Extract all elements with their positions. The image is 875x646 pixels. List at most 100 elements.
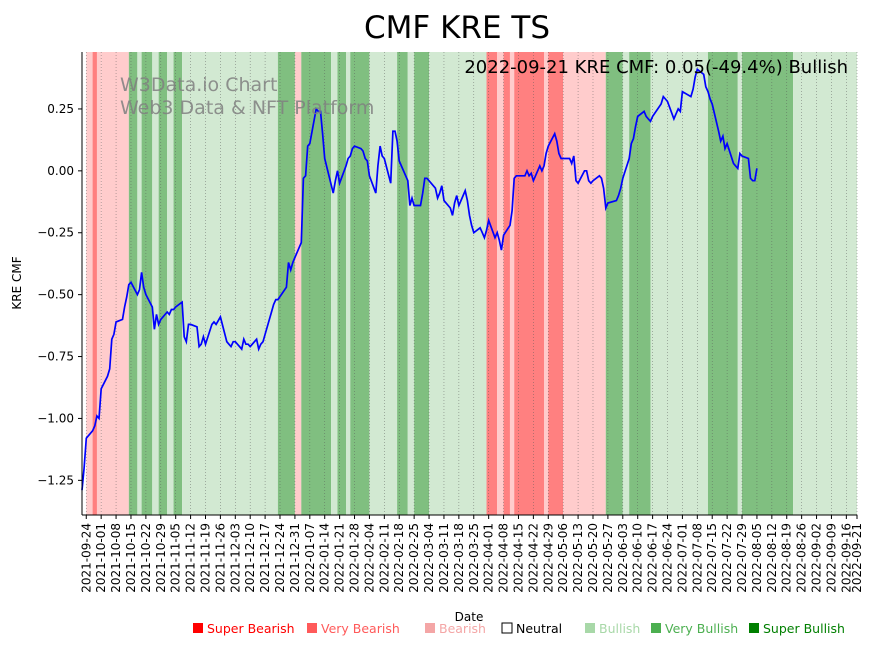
legend-label: Neutral <box>516 621 562 636</box>
x-tick-label: 2022-07-29 <box>735 523 749 593</box>
legend-swatch <box>501 622 513 634</box>
legend-label: Super Bullish <box>763 621 845 636</box>
x-tick-label: 2022-06-24 <box>661 523 675 593</box>
band-bullish <box>182 52 278 515</box>
band-bullish <box>737 52 743 515</box>
x-tick-label: 2022-02-18 <box>392 523 406 593</box>
band-very-bullish <box>414 52 430 515</box>
x-tick-label: 2021-12-03 <box>228 523 242 593</box>
y-axis-label: KRE CMF <box>10 256 24 309</box>
x-tick-label: 2022-01-28 <box>348 523 362 593</box>
band-very-bearish <box>503 52 510 515</box>
x-tick-label: 2022-04-01 <box>482 523 496 593</box>
band-bearish <box>563 52 606 515</box>
x-tick-label: 2022-09-16 <box>839 523 853 593</box>
x-tick-label: 2022-04-08 <box>497 523 511 593</box>
band-very-bullish <box>141 52 153 515</box>
x-tick-label: 2022-08-12 <box>765 523 779 593</box>
legend-swatch <box>425 623 435 633</box>
band-very-bullish <box>173 52 183 515</box>
band-very-bullish <box>397 52 408 515</box>
legend-label: Bullish <box>599 621 640 636</box>
x-tick-label: 2022-08-26 <box>795 523 809 593</box>
band-very-bullish <box>337 52 347 515</box>
band-very-bullish <box>158 52 168 515</box>
band-bullish <box>650 52 708 515</box>
x-tick-label: 2022-05-27 <box>601 523 615 593</box>
band-very-bullish <box>707 52 738 515</box>
x-tick-label: 2022-07-15 <box>705 523 719 593</box>
band-bullish <box>331 52 338 515</box>
x-tick-label: 2021-10-01 <box>94 523 108 593</box>
x-tick-label: 2022-04-22 <box>526 523 540 593</box>
x-tick-label: 2022-03-04 <box>422 523 436 593</box>
band-very-bullish <box>742 52 794 515</box>
x-tick-label: 2021-11-12 <box>184 523 198 593</box>
x-tick-label: 2022-06-03 <box>616 523 630 593</box>
x-tick-label: 2022-02-04 <box>362 523 376 593</box>
x-tick-label: 2022-04-15 <box>511 523 525 593</box>
legend-label: Very Bullish <box>665 621 738 636</box>
y-tick-label: −1.00 <box>37 411 74 425</box>
y-tick-label: −1.25 <box>37 473 74 487</box>
band-very-bullish <box>605 52 623 515</box>
vertical-gridlines <box>85 52 858 515</box>
x-tick-label: 2021-10-08 <box>109 523 123 593</box>
cmf-line <box>81 67 758 491</box>
x-tick-label: 2021-10-22 <box>139 523 153 593</box>
x-tick-label: 2021-11-05 <box>169 523 183 593</box>
x-tick-label: 2022-05-06 <box>556 523 570 593</box>
band-very-bearish <box>514 52 545 515</box>
legend-swatch <box>585 623 595 633</box>
x-tick-label: 2022-08-05 <box>750 523 764 593</box>
x-tick-label: 2022-07-01 <box>675 523 689 593</box>
x-tick-label: 2021-10-15 <box>124 523 138 593</box>
band-very-bearish <box>548 52 564 515</box>
latest-value-annotation: 2022-09-21 KRE CMF: 0.05(-49.4%) Bullish <box>464 57 848 78</box>
x-tick-label: 2021-12-31 <box>288 523 302 593</box>
x-tick-label: 2022-06-17 <box>646 523 660 593</box>
x-tick-label: 2022-05-13 <box>571 523 585 593</box>
band-bullish <box>622 52 630 515</box>
x-tick-label: 2021-12-17 <box>258 523 272 593</box>
x-tick-label: 2022-02-11 <box>377 523 391 593</box>
legend-swatch <box>193 623 203 633</box>
x-tick-label: 2021-10-29 <box>154 523 168 593</box>
legend-swatch <box>749 623 759 633</box>
band-bullish <box>167 52 174 515</box>
x-axis-label: Date <box>455 610 484 624</box>
x-tick-label: 2021-11-26 <box>213 523 227 593</box>
legend-label: Super Bearish <box>207 621 295 636</box>
x-tick-label: 2021-09-24 <box>79 523 93 593</box>
x-tick-label: 2022-03-25 <box>467 523 481 593</box>
chart-title: CMF KRE TS <box>364 10 550 46</box>
sentiment-bands <box>86 52 857 515</box>
band-bullish <box>152 52 159 515</box>
x-tick-label: 2022-02-25 <box>407 523 421 593</box>
x-tick-label: 2022-09-09 <box>824 523 838 593</box>
x-tick-label: 2022-09-02 <box>810 523 824 593</box>
band-bearish <box>101 52 129 515</box>
band-bullish <box>429 52 487 515</box>
watermark-line-2: Web3 Data & NFT Platform <box>120 97 374 119</box>
legend-label: Bearish <box>439 621 486 636</box>
band-very-bearish <box>486 52 498 515</box>
y-tick-label: 0.25 <box>47 102 74 116</box>
y-ticks: 0.25 0.00 −0.25 −0.50 −0.75 −1.00 −1.25 <box>37 102 82 487</box>
band-bearish <box>497 52 504 515</box>
x-tick-label: 2022-01-07 <box>303 523 317 593</box>
x-tick-label: 2022-07-22 <box>720 523 734 593</box>
legend-swatch <box>651 623 661 633</box>
band-very-bullish <box>350 52 370 515</box>
x-tick-label: 2022-03-18 <box>452 523 466 593</box>
x-tick-label: 2022-04-29 <box>541 523 555 593</box>
band-very-bullish <box>301 52 332 515</box>
x-tick-label: 2022-07-08 <box>690 523 704 593</box>
x-tick-label: 2022-06-10 <box>631 523 645 593</box>
x-tick-label: 2022-09-21 <box>850 523 864 593</box>
x-tick-label: 2022-08-19 <box>780 523 794 593</box>
y-tick-label: −0.50 <box>37 288 74 302</box>
band-bullish <box>407 52 415 515</box>
band-bearish <box>294 52 302 515</box>
